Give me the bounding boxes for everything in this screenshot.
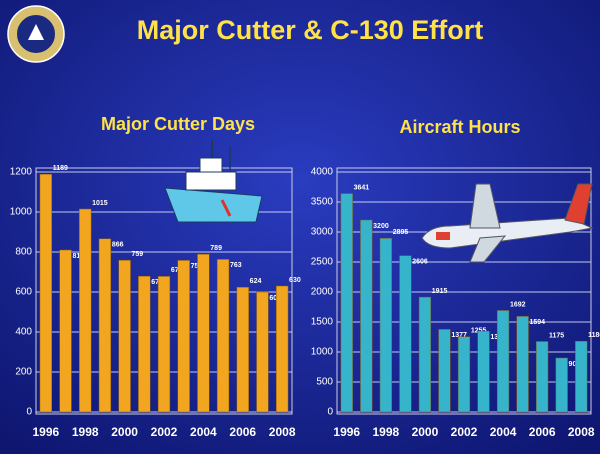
y-tick-label: 200 — [15, 367, 32, 378]
value-label: 1692 — [510, 301, 526, 308]
value-label: 759 — [132, 251, 144, 258]
value-label: 1015 — [92, 200, 108, 207]
value-label: 1175 — [549, 332, 564, 339]
y-tick-label: 2000 — [311, 287, 334, 298]
bar — [197, 253, 210, 413]
x-tick-label: 2008 — [269, 425, 296, 439]
value-label: 758 — [191, 263, 203, 270]
bar — [516, 316, 529, 413]
x-tick-label: 1996 — [333, 425, 360, 439]
bar — [177, 260, 190, 413]
y-tick-label: 1000 — [10, 207, 33, 218]
bar — [536, 341, 549, 413]
bar — [275, 285, 289, 413]
value-label: 763 — [230, 262, 242, 269]
bar — [118, 259, 131, 413]
plot-frame — [35, 167, 293, 415]
value-label: 3641 — [354, 184, 370, 191]
value-label: 2895 — [393, 229, 409, 236]
x-tick-label: 1996 — [32, 425, 59, 439]
y-tick-label: 0 — [327, 407, 333, 418]
plot-frame — [336, 167, 592, 415]
cutter-image — [164, 140, 263, 223]
value-label: 1915 — [432, 288, 448, 295]
bar — [236, 286, 249, 413]
bar — [216, 259, 230, 413]
x-tick-label: 2002 — [451, 425, 478, 439]
y-tick-label: 400 — [15, 327, 32, 338]
y-tick-label: 0 — [26, 407, 32, 418]
bar — [39, 173, 53, 413]
y-tick-label: 1500 — [311, 317, 334, 328]
bar — [340, 193, 353, 413]
x-tick-label: 1998 — [72, 425, 99, 439]
x-tick-label: 2002 — [151, 425, 178, 439]
c130-image — [421, 183, 594, 263]
y-tick-label: 4000 — [311, 167, 334, 178]
x-tick-label: 2000 — [412, 425, 439, 439]
bar — [457, 336, 471, 413]
value-label: 810 — [72, 253, 84, 260]
bar — [360, 219, 373, 413]
value-label: 1594 — [529, 319, 545, 326]
value-label: 600 — [269, 295, 281, 302]
bar — [379, 238, 392, 413]
bar — [138, 275, 151, 413]
value-label: 900 — [569, 361, 581, 368]
value-label: 866 — [112, 242, 124, 249]
value-label: 2606 — [412, 258, 428, 265]
value-label: 1189 — [53, 165, 68, 172]
y-tick-label: 1200 — [10, 167, 33, 178]
x-tick-label: 2004 — [490, 425, 517, 439]
value-label: 1377 — [451, 332, 467, 339]
value-label: 678 — [171, 267, 183, 274]
y-tick-label: 500 — [316, 377, 333, 388]
value-label: 1180 — [588, 332, 600, 339]
value-label: 789 — [210, 245, 222, 252]
bar — [59, 249, 72, 413]
chart-title: Aircraft Hours — [399, 117, 520, 137]
value-label: 630 — [289, 277, 301, 284]
y-tick-label: 800 — [15, 247, 32, 258]
y-tick-label: 1000 — [311, 347, 334, 358]
x-tick-label: 2000 — [111, 425, 138, 439]
value-label: 679 — [151, 279, 163, 286]
seal — [7, 5, 65, 63]
x-tick-label: 2006 — [529, 425, 556, 439]
bar — [477, 330, 490, 413]
bar — [98, 238, 112, 413]
bar — [555, 357, 568, 413]
bar — [438, 329, 451, 413]
chart-title: Major Cutter Days — [101, 114, 255, 134]
x-tick-label: 1998 — [372, 425, 399, 439]
bar — [79, 208, 92, 413]
value-label: 3200 — [373, 223, 389, 230]
bar — [399, 255, 412, 413]
bar — [575, 340, 588, 413]
slide-title: Major Cutter & C-130 Effort — [137, 15, 484, 45]
x-tick-label: 2008 — [568, 425, 595, 439]
y-tick-label: 600 — [15, 287, 32, 298]
x-tick-label: 2004 — [190, 425, 217, 439]
bar — [496, 310, 510, 413]
bar — [157, 276, 171, 413]
x-tick-label: 2006 — [229, 425, 256, 439]
bar — [418, 296, 432, 413]
y-tick-label: 3500 — [311, 197, 334, 208]
value-label: 624 — [250, 278, 262, 285]
bar — [256, 291, 269, 413]
y-tick-label: 2500 — [311, 257, 334, 268]
y-tick-label: 3000 — [311, 227, 334, 238]
